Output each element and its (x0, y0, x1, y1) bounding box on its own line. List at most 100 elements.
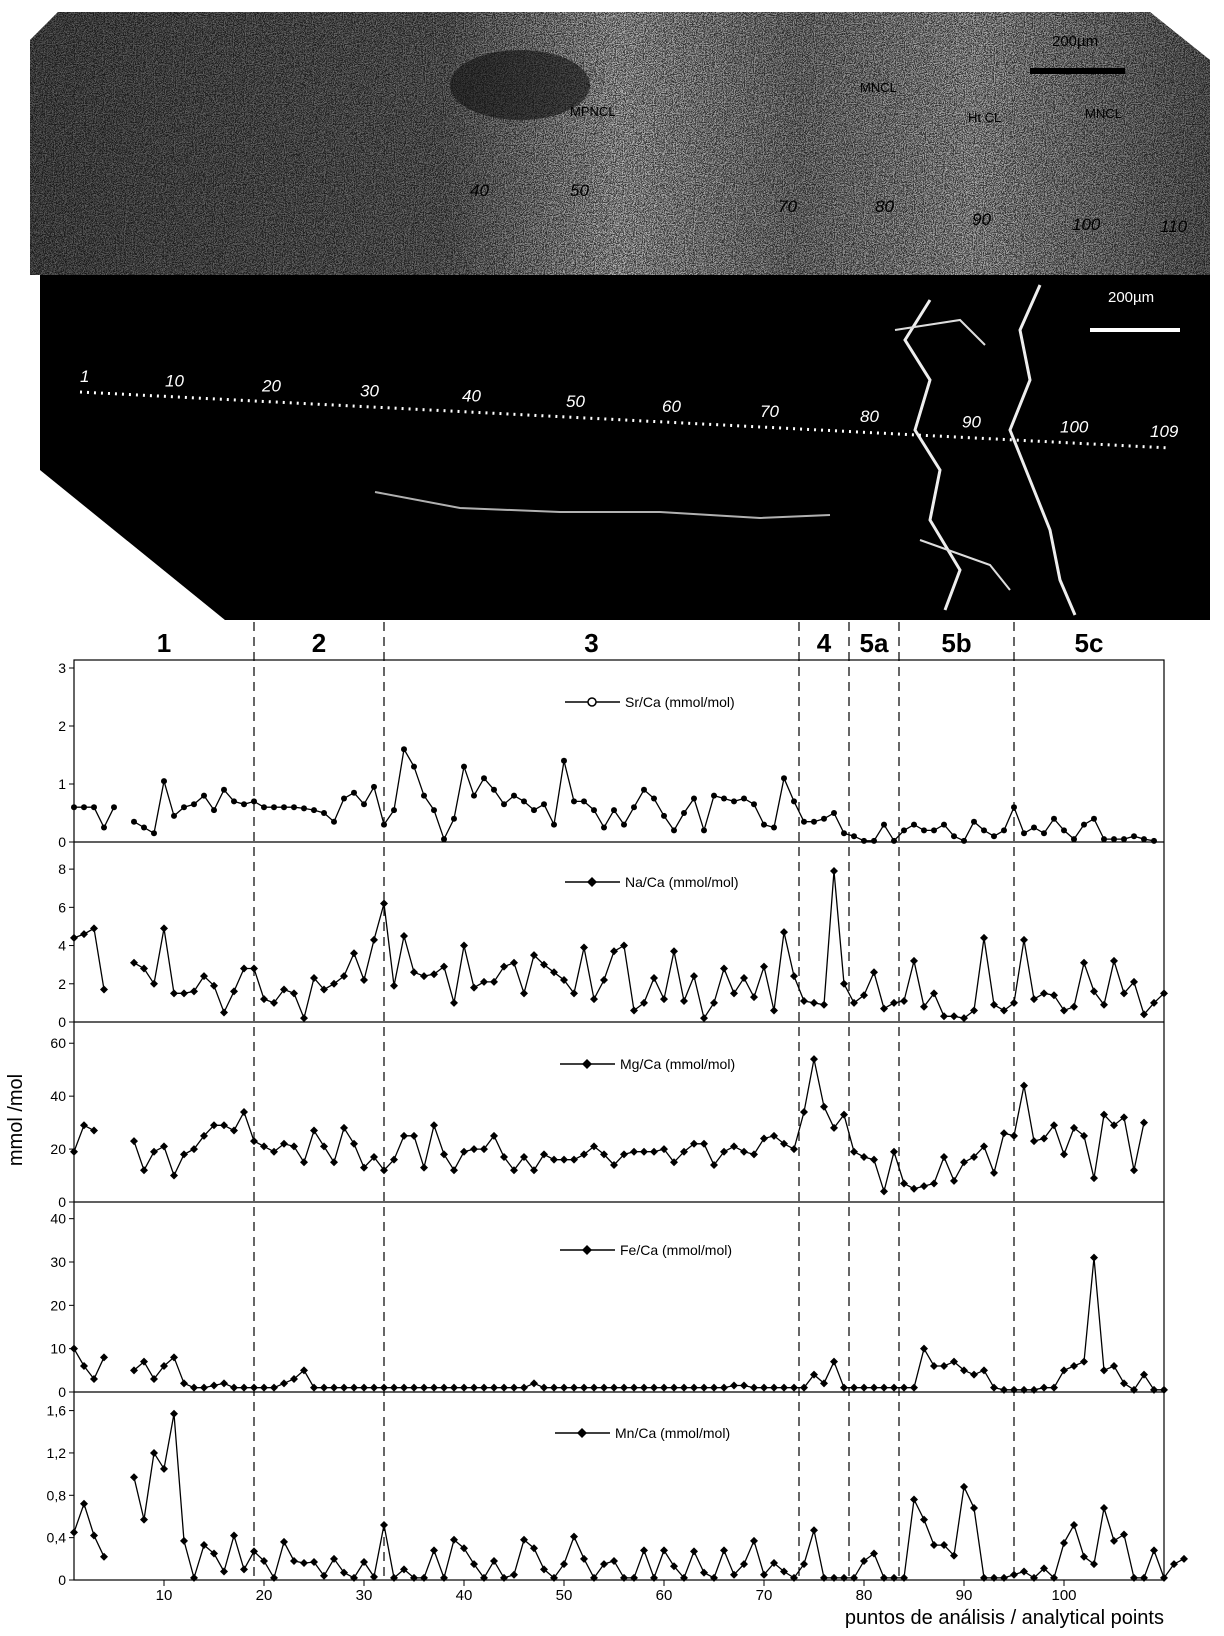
data-point (210, 1381, 218, 1390)
y-tick-label: 0,4 (47, 1530, 67, 1546)
zone-label: 1 (157, 628, 171, 658)
data-point (1140, 1370, 1148, 1379)
data-point (530, 1379, 538, 1388)
data-point (700, 1383, 708, 1392)
data-point (141, 824, 147, 831)
data-point (370, 1153, 378, 1162)
top-label-mncl-2: MNCL (1085, 106, 1122, 121)
data-point (960, 1014, 968, 1023)
data-point (701, 827, 707, 834)
data-point (300, 1158, 308, 1167)
bottom-point-labels: 1 10 20 30 40 50 60 70 80 90 100 109 (80, 367, 1179, 441)
data-point (510, 958, 518, 967)
data-point (821, 815, 827, 822)
bottom-point-label: 1 (80, 367, 89, 386)
data-point (450, 1166, 458, 1175)
y-tick-label: 20 (50, 1141, 66, 1157)
data-point (870, 1549, 878, 1558)
data-point (320, 1142, 328, 1151)
data-point (611, 807, 617, 814)
data-point (1010, 1131, 1018, 1140)
data-point (151, 830, 157, 837)
data-point (460, 941, 468, 950)
data-point (980, 1142, 988, 1151)
data-point (420, 1163, 428, 1172)
data-point (220, 1008, 228, 1017)
data-point (140, 1166, 148, 1175)
data-point (210, 981, 218, 990)
data-point (740, 1147, 748, 1156)
data-point (1160, 989, 1168, 998)
data-point (800, 996, 808, 1005)
data-point (410, 1131, 418, 1140)
series-line (133, 747, 1155, 842)
data-point (800, 1383, 808, 1392)
data-point (240, 1383, 248, 1392)
data-point (350, 1383, 358, 1392)
data-point (140, 1357, 148, 1366)
data-point (890, 1147, 898, 1156)
data-point (360, 1163, 368, 1172)
data-point (1030, 1137, 1038, 1146)
data-point (570, 1532, 578, 1541)
data-point (270, 1573, 278, 1582)
data-point (461, 763, 467, 770)
bottom-crack-horizontal (374, 491, 831, 520)
data-point (980, 933, 988, 942)
data-point (670, 1383, 678, 1392)
legend-marker (577, 1428, 587, 1438)
data-point (571, 798, 577, 805)
data-point (1040, 1383, 1048, 1392)
data-point (1120, 1113, 1128, 1122)
data-point (940, 1153, 948, 1162)
data-point (1070, 1002, 1078, 1011)
x-tick-label: 60 (656, 1587, 673, 1604)
data-point (800, 1108, 808, 1117)
data-point (1030, 1573, 1038, 1582)
data-point (651, 795, 657, 802)
data-point (820, 1379, 828, 1388)
data-point (330, 1383, 338, 1392)
data-point (471, 792, 477, 799)
data-point (340, 972, 348, 981)
legend-label: Fe/Ca (mmol/mol) (620, 1242, 732, 1258)
data-point (750, 1150, 758, 1159)
data-point (330, 1158, 338, 1167)
data-point (1020, 1081, 1028, 1090)
y-tick-label: 40 (50, 1088, 66, 1104)
data-point (90, 1375, 98, 1383)
data-point (660, 1383, 668, 1392)
data-point (990, 1168, 998, 1177)
data-point (930, 1362, 938, 1370)
data-point (630, 1383, 638, 1392)
data-point (201, 792, 207, 799)
data-point (900, 1179, 908, 1188)
data-point (880, 1004, 888, 1013)
data-point (380, 1520, 388, 1529)
data-point (501, 801, 507, 808)
data-point (650, 1147, 658, 1156)
data-point (580, 1383, 588, 1392)
data-point (330, 979, 338, 988)
data-point (271, 804, 277, 811)
data-point (400, 1565, 408, 1574)
data-point (831, 810, 837, 816)
data-point (1050, 1383, 1058, 1392)
data-point (720, 1147, 728, 1156)
data-point (731, 798, 737, 805)
bottom-point-label: 70 (760, 402, 779, 421)
data-point (910, 1495, 918, 1504)
y-tick-label: 4 (58, 938, 66, 954)
data-point (721, 795, 727, 802)
data-point (290, 989, 298, 998)
x-tick-label: 90 (956, 1587, 973, 1604)
data-point (310, 1558, 318, 1566)
data-point (1030, 1385, 1038, 1394)
data-point (710, 1383, 718, 1392)
data-point (1000, 1573, 1008, 1582)
data-point (450, 1383, 458, 1392)
data-point (240, 1108, 248, 1117)
y-tick-label: 8 (58, 861, 66, 877)
data-point (900, 1573, 908, 1582)
data-point (661, 812, 667, 819)
